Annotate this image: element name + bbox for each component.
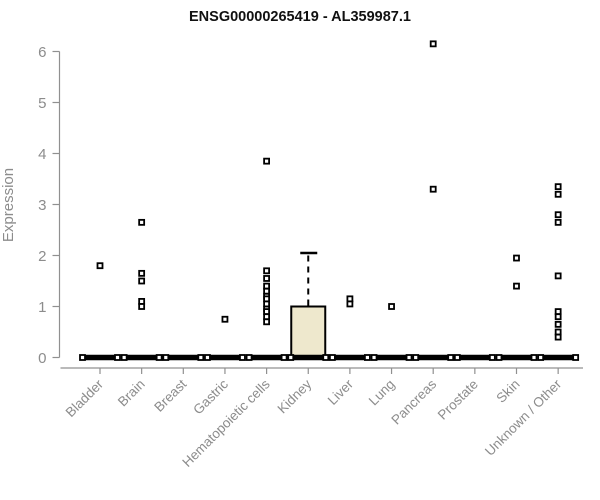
zero-point — [114, 354, 121, 361]
zero-point — [363, 354, 371, 361]
y-tick-label: 4 — [38, 146, 46, 163]
median-bar — [290, 354, 326, 361]
x-tick-label: Kidney — [275, 376, 315, 416]
median-bar — [499, 354, 534, 361]
median-bar — [207, 354, 243, 361]
zero-point — [204, 354, 211, 361]
zero-point — [447, 354, 455, 361]
zero-point — [155, 354, 163, 361]
zero-point — [370, 354, 378, 361]
outlier-point — [513, 282, 520, 290]
outlier-point — [554, 183, 562, 191]
zero-point — [239, 354, 246, 361]
zero-point — [405, 354, 413, 361]
zero-point — [412, 354, 420, 361]
y-tick-label: 0 — [38, 350, 46, 367]
outlier-point — [221, 315, 229, 323]
median-bar — [124, 354, 160, 361]
zero-point — [328, 354, 336, 361]
zero-point — [453, 354, 461, 361]
y-tick-label: 2 — [38, 248, 46, 265]
y-tick-label: 5 — [38, 95, 46, 112]
zero-point — [495, 354, 503, 361]
outlier-point — [138, 303, 146, 310]
outlier-point — [554, 320, 562, 328]
median-bar — [165, 354, 201, 361]
zero-point — [530, 354, 538, 361]
median-bar — [415, 354, 451, 361]
outlier-point — [388, 303, 395, 310]
y-axis-title: Expression — [0, 168, 17, 242]
iqr-box — [290, 305, 327, 359]
zero-point — [287, 354, 295, 361]
outlier-point — [263, 157, 271, 165]
zero-point — [162, 354, 170, 361]
outlier-point — [263, 318, 271, 326]
x-tick-label: Bladder — [63, 376, 107, 420]
median-bar — [249, 354, 285, 361]
chart-title: ENSG00000265419 - AL359987.1 — [189, 9, 411, 25]
outlier-point — [554, 190, 562, 198]
x-tick-label: Lung — [366, 377, 398, 409]
y-tick-label: 3 — [38, 197, 46, 214]
x-tick-label: Liver — [325, 376, 357, 408]
outlier-point — [346, 300, 354, 308]
zero-point — [488, 354, 496, 361]
median-bar — [540, 354, 576, 361]
zero-point — [572, 354, 580, 361]
x-tick-label: Brain — [115, 377, 148, 410]
y-tick-label: 1 — [38, 299, 46, 316]
outlier-point — [263, 267, 271, 275]
median-bar — [82, 354, 118, 361]
x-tick-label: Pancreas — [388, 376, 439, 427]
zero-point — [322, 354, 330, 361]
outlier-point — [554, 313, 562, 321]
outlier-point — [138, 218, 146, 226]
outlier-point — [138, 269, 146, 277]
x-tick-label: Breast — [151, 376, 189, 414]
outlier-point — [263, 275, 271, 282]
outlier-point — [554, 211, 562, 219]
zero-point — [79, 354, 86, 361]
median-bar — [374, 354, 410, 361]
zero-point — [120, 354, 128, 361]
outlier-point — [429, 185, 437, 193]
median-bar — [457, 354, 493, 361]
outlier-point — [96, 262, 104, 270]
outlier-point — [429, 40, 437, 48]
zero-point — [197, 354, 205, 361]
zero-point — [537, 354, 545, 361]
outlier-point — [138, 277, 146, 285]
x-tick-label: Prostate — [435, 377, 481, 423]
outlier-point — [554, 272, 562, 280]
x-tick-label: Skin — [493, 377, 522, 406]
outlier-point — [513, 254, 520, 262]
x-tick-label: Gastric — [190, 376, 231, 417]
median-bar — [332, 354, 368, 361]
x-tick-label: Unknown / Other — [482, 376, 565, 459]
zero-point — [280, 354, 288, 361]
outlier-point — [554, 333, 562, 341]
zero-point — [245, 354, 253, 361]
outlier-point — [554, 218, 562, 226]
y-tick-label: 6 — [38, 44, 46, 61]
